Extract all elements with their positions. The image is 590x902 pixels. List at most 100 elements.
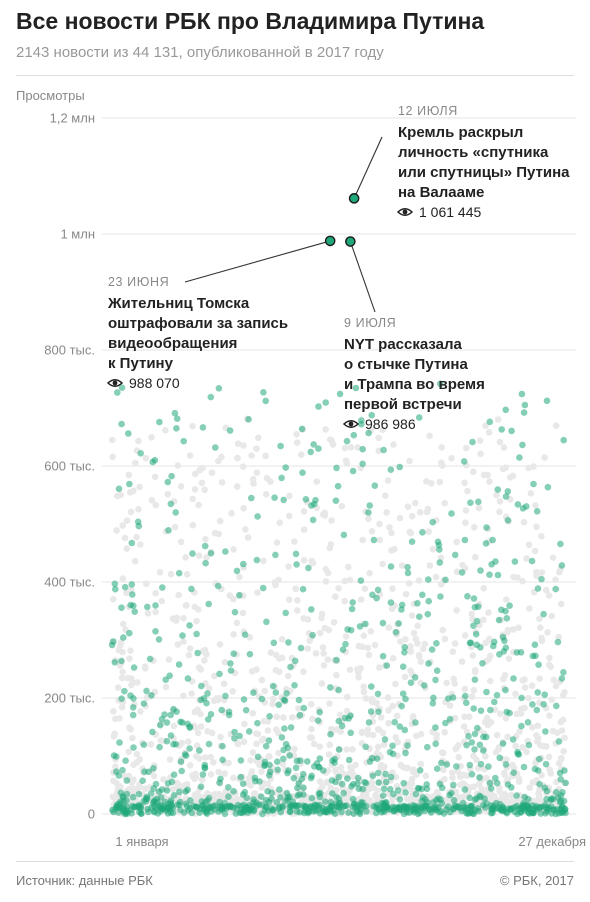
other-news-point (234, 740, 242, 748)
other-news-point (427, 480, 435, 487)
putin-news-point (362, 620, 369, 628)
other-news-point (119, 575, 127, 582)
putin-news-point (152, 602, 159, 609)
putin-news-point (506, 602, 513, 609)
other-news-point (385, 624, 393, 631)
other-news-point (385, 719, 392, 727)
putin-news-point (240, 560, 247, 568)
other-news-point (502, 464, 510, 472)
putin-news-point (480, 733, 487, 741)
putin-news-point (540, 701, 547, 708)
other-news-point (509, 761, 516, 769)
putin-news-point (128, 581, 136, 588)
putin-news-point (536, 780, 543, 788)
other-news-point (342, 633, 350, 640)
other-news-point (298, 451, 305, 459)
x-tick-label: 1 января (115, 834, 168, 849)
putin-news-point (287, 724, 295, 731)
other-news-point (543, 586, 550, 594)
putin-news-point (354, 774, 362, 782)
other-news-point (123, 517, 131, 524)
putin-news-point (280, 496, 288, 504)
other-news-point (134, 679, 141, 686)
other-news-point (306, 637, 313, 644)
other-news-point (137, 708, 144, 715)
other-news-point (558, 727, 566, 734)
putin-news-point (128, 539, 136, 547)
other-news-point (546, 766, 553, 773)
putin-news-point (248, 494, 255, 502)
putin-news-point (199, 424, 207, 431)
other-news-point (441, 499, 449, 507)
putin-news-point (240, 696, 248, 703)
other-news-point (531, 547, 539, 555)
putin-news-point (492, 558, 499, 565)
putin-news-point (342, 640, 349, 648)
putin-news-point (410, 809, 418, 816)
putin-news-point (163, 737, 171, 745)
putin-news-point (453, 763, 460, 770)
other-news-point (546, 654, 553, 662)
other-news-point (464, 487, 471, 495)
other-news-point (309, 559, 317, 567)
putin-news-point (442, 576, 449, 584)
putin-news-point (433, 765, 441, 772)
putin-news-point (520, 763, 528, 771)
other-news-point (383, 509, 390, 516)
putin-news-point (518, 722, 525, 730)
putin-news-point (477, 760, 485, 768)
putin-news-point (114, 801, 122, 808)
putin-news-point (472, 630, 480, 638)
other-news-point (328, 517, 335, 524)
putin-news-point (502, 686, 509, 694)
other-news-point (397, 638, 404, 645)
other-news-point (249, 749, 257, 756)
putin-news-point (280, 746, 287, 754)
other-news-point (417, 658, 425, 665)
other-news-point (184, 738, 192, 745)
putin-news-point (222, 548, 229, 555)
other-news-point (192, 724, 199, 731)
other-news-point (534, 738, 541, 745)
other-news-point (335, 585, 342, 592)
other-news-point (398, 562, 406, 569)
putin-news-point (471, 730, 479, 738)
other-news-point (300, 526, 308, 533)
putin-news-point (207, 393, 215, 401)
putin-news-point (155, 636, 163, 643)
other-news-point (210, 759, 217, 766)
putin-news-point (480, 801, 487, 809)
putin-news-point (182, 800, 190, 808)
other-news-point (208, 469, 216, 477)
putin-news-point (374, 690, 382, 698)
putin-news-point (489, 536, 496, 544)
other-news-point (239, 609, 247, 617)
other-news-point (262, 452, 269, 460)
other-news-point (525, 694, 532, 702)
putin-news-point (281, 697, 289, 704)
annotation-date: 12 ИЮЛЯ (398, 104, 458, 118)
other-news-point (347, 444, 355, 451)
putin-news-point (202, 559, 209, 567)
other-news-point (325, 626, 333, 634)
putin-news-point (264, 807, 272, 815)
other-news-point (413, 732, 420, 740)
putin-news-point (272, 689, 280, 696)
other-news-point (364, 644, 372, 652)
other-news-point (407, 529, 415, 537)
putin-news-point (230, 787, 237, 795)
putin-news-point (262, 742, 270, 750)
other-news-point (463, 444, 470, 452)
putin-news-point (144, 805, 151, 813)
putin-news-point (114, 389, 121, 396)
putin-news-point (299, 585, 307, 593)
putin-news-point (332, 778, 339, 786)
other-news-point (502, 715, 510, 722)
putin-news-point (430, 805, 437, 812)
putin-news-point (461, 536, 469, 544)
putin-news-point (230, 650, 237, 657)
other-news-point (462, 519, 469, 526)
other-news-point (363, 791, 370, 798)
putin-news-point (474, 805, 482, 812)
other-news-point (177, 783, 184, 790)
